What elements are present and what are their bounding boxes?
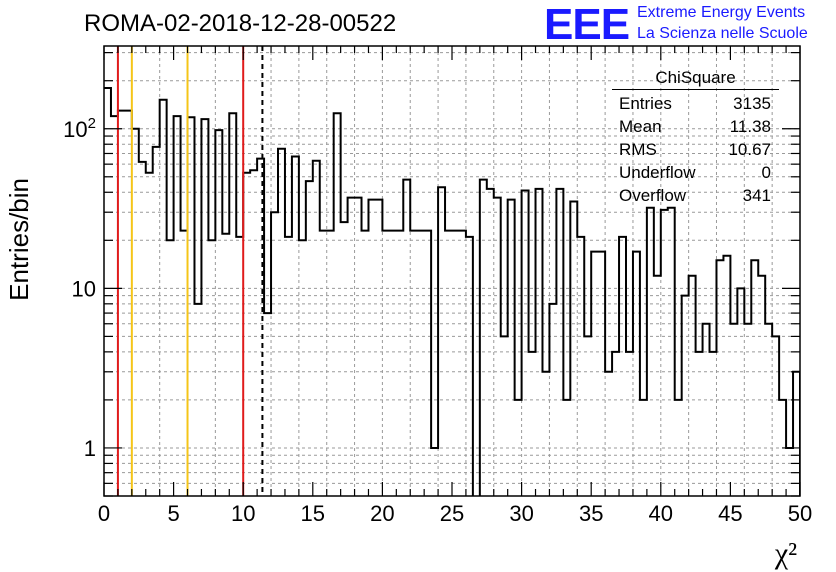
stats-row: Entries 3135 xyxy=(612,92,779,115)
stats-value: 10.67 xyxy=(728,140,771,159)
stats-value: 341 xyxy=(742,186,771,205)
x-tick-label: 25 xyxy=(440,501,464,526)
axis-ticks: 0 5 10 15 20 25 30 35 40 45 50 1 10 102 χ² xyxy=(63,46,812,570)
x-tick-label: 30 xyxy=(509,501,533,526)
x-tick-label: 35 xyxy=(579,501,603,526)
x-tick-label: 20 xyxy=(370,501,394,526)
histogram-line xyxy=(104,87,800,496)
y-tick-label: 10 xyxy=(72,276,96,301)
x-tick-label: 15 xyxy=(301,501,325,526)
stats-label: Underflow xyxy=(619,163,696,182)
stats-value: 0 xyxy=(761,163,771,182)
stats-row: Overflow 341 xyxy=(612,184,779,207)
x-tick-label: 45 xyxy=(718,501,742,526)
stats-label: Overflow xyxy=(619,186,687,205)
logo-line-1: Extreme Energy Events xyxy=(637,4,806,21)
histogram-series xyxy=(104,87,800,496)
stats-value: 3135 xyxy=(733,94,771,113)
y-tick-label: 1 xyxy=(84,436,96,461)
x-tick-label: 10 xyxy=(231,501,255,526)
y-tick-label: 102 xyxy=(63,115,96,142)
x-tick-label: 40 xyxy=(649,501,673,526)
y-axis-label: Entries/bin xyxy=(4,178,34,301)
x-axis-label: χ² xyxy=(774,537,797,570)
stats-row: RMS 10.67 xyxy=(612,138,779,161)
x-tick-label: 5 xyxy=(167,501,179,526)
chart-title: ROMA-02-2018-12-28-00522 xyxy=(84,10,397,37)
stats-value: 11.38 xyxy=(729,117,771,136)
stats-row: Underflow 0 xyxy=(612,161,779,184)
eee-logo: EEE xyxy=(544,0,630,49)
logo-line-2: La Scienza nelle Scuole xyxy=(637,25,808,42)
stats-label: Entries xyxy=(619,94,672,113)
x-tick-label: 50 xyxy=(788,501,812,526)
stats-label: RMS xyxy=(619,140,657,159)
stats-box: ChiSquare Entries 3135 Mean 11.38 RMS 10.67… xyxy=(612,68,779,207)
marker-lines xyxy=(116,46,264,496)
stats-label: Mean xyxy=(619,117,662,136)
x-tick-label: 0 xyxy=(98,501,110,526)
stats-title: ChiSquare xyxy=(612,68,779,90)
stats-row: Mean 11.38 xyxy=(612,115,779,138)
